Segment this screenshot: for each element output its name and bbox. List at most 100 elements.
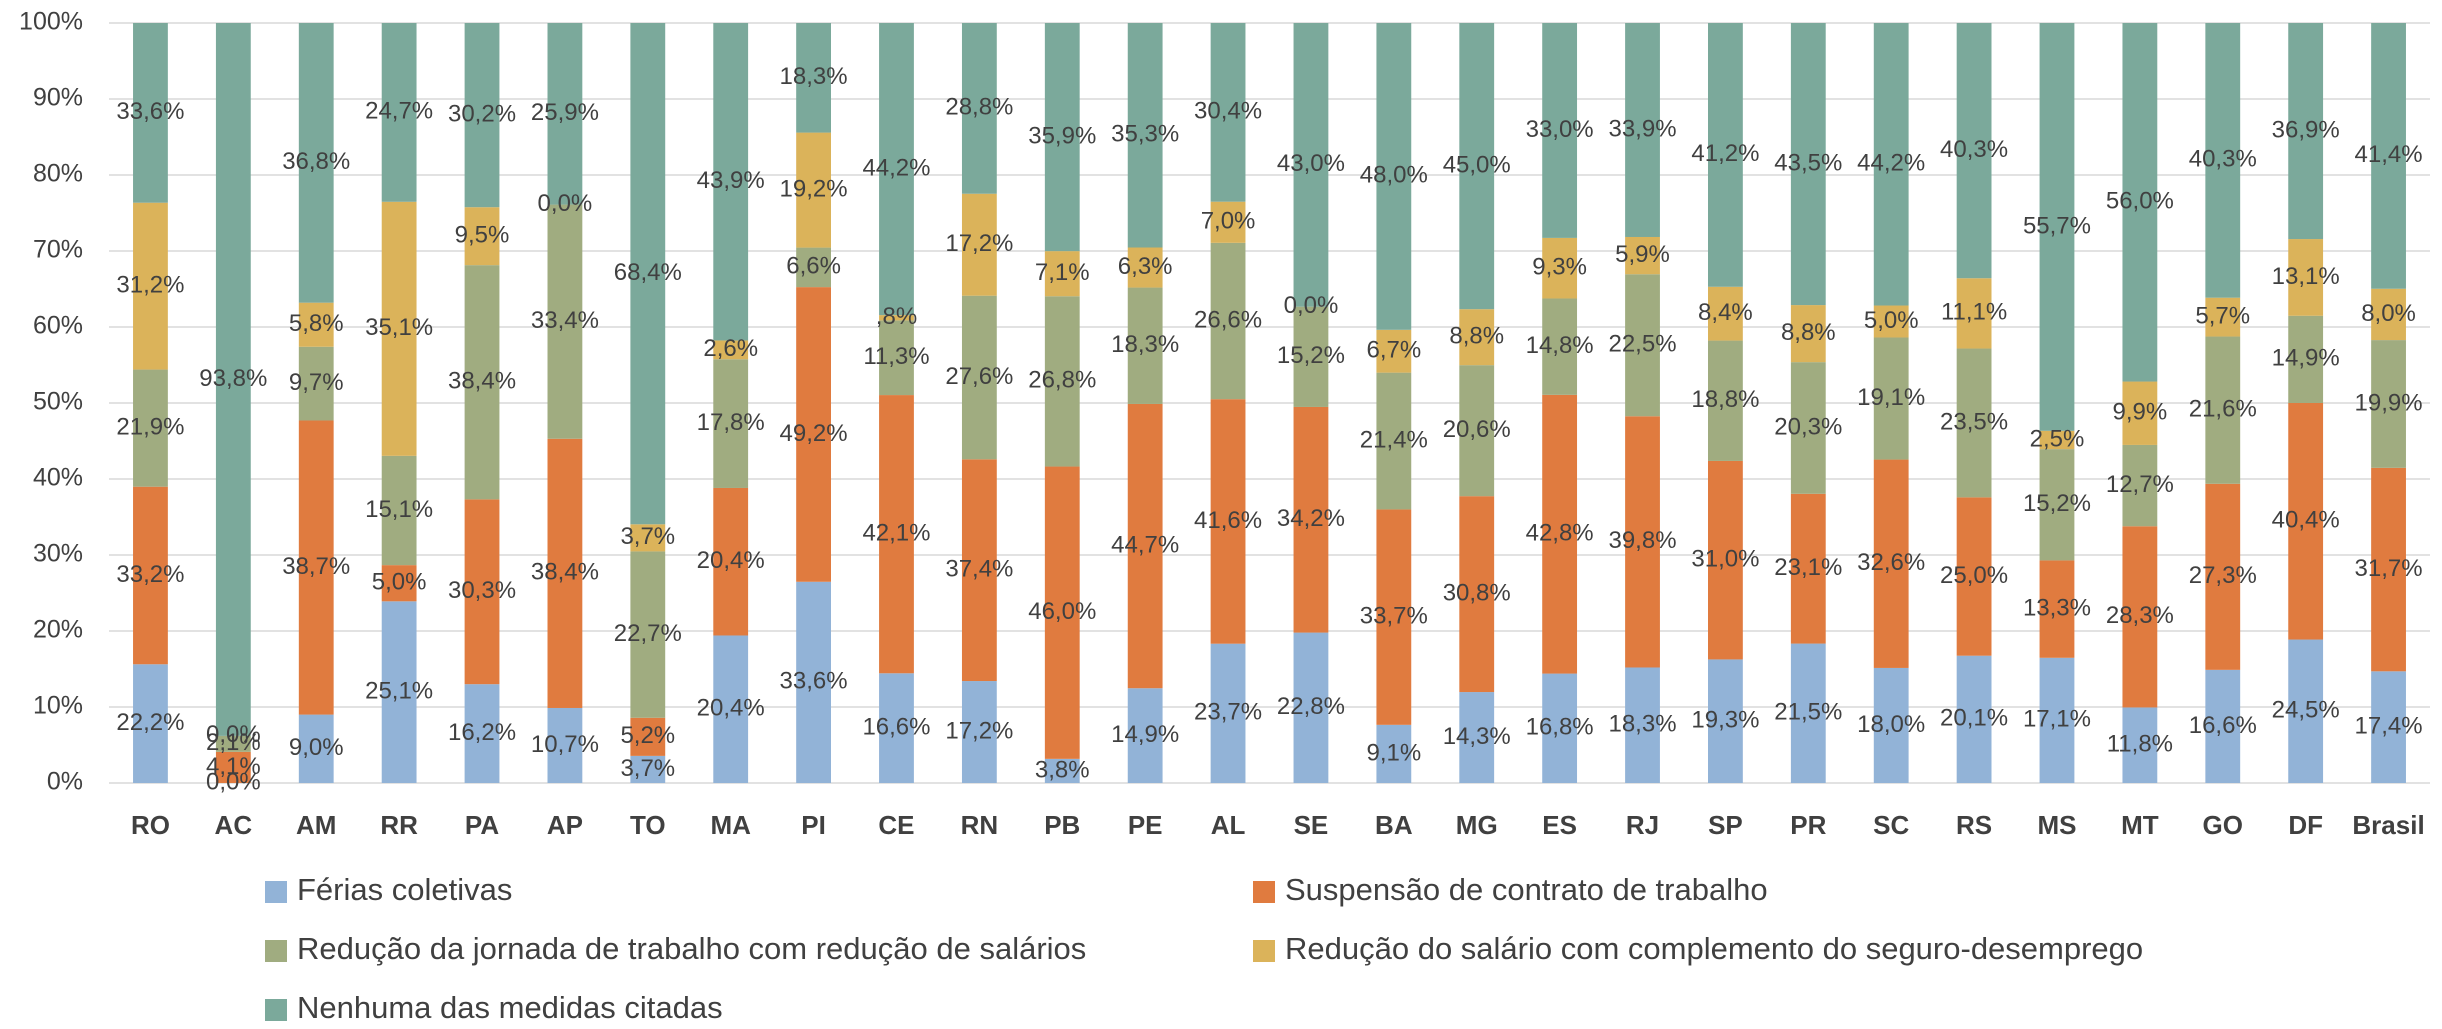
data-label: 45,0%	[1443, 151, 1511, 178]
bar-segment	[1873, 23, 1909, 306]
data-label: 23,7%	[1194, 699, 1262, 726]
bar-segment	[1127, 688, 1163, 783]
data-label: 7,0%	[1201, 208, 1256, 235]
x-tick-label: PB	[1044, 810, 1080, 840]
data-label: 14,9%	[1111, 721, 1179, 748]
bar-segment	[547, 23, 583, 205]
y-tick-label: 50%	[33, 388, 83, 416]
legend-label: Nenhuma das medidas citadas	[297, 990, 723, 1025]
legend-swatch	[265, 999, 287, 1021]
bar-segment	[1873, 337, 1909, 460]
data-label: 42,8%	[1526, 520, 1594, 547]
bar-segment	[1210, 399, 1246, 644]
data-label: 22,5%	[1608, 331, 1676, 358]
bar-segment	[2371, 288, 2406, 341]
data-label: 11,3%	[863, 343, 929, 370]
bar-segment	[2205, 669, 2241, 783]
data-label: 0,0%	[206, 768, 261, 795]
bar-segment	[133, 369, 168, 487]
data-label: 41,4%	[2355, 141, 2423, 168]
y-tick-label: 60%	[33, 312, 83, 340]
bar-segment	[381, 565, 417, 602]
bar-segment	[879, 395, 914, 674]
data-label: 33,9%	[1608, 115, 1676, 142]
legend-label: Suspensão de contrato de trabalho	[1285, 872, 1768, 907]
data-label: 22,8%	[1277, 693, 1345, 720]
y-tick-label: 80%	[33, 160, 83, 188]
data-label: 11,8%	[2107, 731, 2173, 758]
y-tick-label: 90%	[33, 84, 83, 112]
bar-segment	[1210, 643, 1246, 783]
bar-segment	[2288, 239, 2324, 316]
bar-segment	[961, 23, 997, 194]
data-label: 38,7%	[282, 553, 350, 580]
data-label: 14,3%	[1443, 723, 1511, 750]
data-label: 8,0%	[2361, 300, 2416, 327]
data-label: 22,2%	[116, 709, 184, 736]
x-tick-label: DF	[2288, 810, 2323, 840]
data-label: 31,7%	[2355, 555, 2423, 582]
data-label: 20,4%	[697, 695, 765, 722]
data-label: 27,6%	[945, 363, 1013, 390]
data-label: 17,2%	[945, 717, 1013, 744]
bar-segment	[796, 23, 831, 133]
data-label: 42,1%	[862, 520, 930, 547]
bar-segment	[713, 340, 749, 360]
bar-segment	[1625, 667, 1660, 783]
bar-segment	[2122, 23, 2158, 382]
bar-segment	[1376, 372, 1412, 510]
data-label: 25,9%	[531, 99, 599, 126]
data-label: 30,4%	[1194, 98, 1262, 125]
bar-segment	[1459, 496, 1495, 693]
y-tick-label: 10%	[33, 692, 83, 720]
bar-segment	[215, 735, 251, 752]
data-label: 40,3%	[1940, 136, 2008, 163]
data-label: 44,2%	[862, 154, 930, 181]
bar-segment	[1542, 23, 1578, 238]
data-label: 5,9%	[1615, 241, 1670, 268]
bar-segment	[2371, 467, 2406, 672]
bar-segment	[630, 524, 666, 552]
data-label: 35,9%	[1028, 122, 1096, 149]
x-tick-label: SC	[1873, 810, 1909, 840]
bar-segment	[1459, 23, 1495, 310]
y-tick-label: 0%	[47, 768, 83, 796]
data-label: 25,0%	[1940, 562, 2008, 589]
data-label: 18,3%	[1608, 711, 1676, 738]
bar-segment	[1708, 286, 1743, 341]
data-label: 16,6%	[862, 713, 930, 740]
bar-segment	[464, 207, 500, 266]
bar-segment	[547, 438, 583, 708]
bar-segment	[879, 23, 914, 316]
data-label: 43,9%	[697, 167, 765, 194]
bar-segment	[1210, 201, 1246, 243]
bar-segment	[464, 684, 500, 783]
bar-segment	[215, 23, 251, 736]
bar-segment	[1127, 403, 1163, 689]
data-label: 26,6%	[1194, 306, 1262, 333]
bar-segment	[1293, 23, 1329, 307]
legend-swatch	[265, 940, 287, 962]
y-tick-label: 70%	[33, 236, 83, 264]
data-label: 8,4%	[1698, 299, 1753, 326]
bar-segment	[1127, 247, 1163, 288]
bar-segment	[1044, 296, 1080, 467]
bar-segment	[381, 455, 417, 566]
bar-segment	[879, 673, 914, 783]
x-tick-label: MS	[2037, 810, 2076, 840]
bar-segment	[2205, 23, 2241, 298]
bar-segment	[1790, 643, 1826, 783]
data-label: 43,0%	[1277, 150, 1345, 177]
data-label: 24,7%	[365, 98, 433, 125]
bar-segment	[1873, 305, 1909, 338]
bar-segment	[215, 751, 251, 783]
bar-segment	[796, 287, 831, 582]
bar-segment	[713, 23, 749, 341]
x-tick-label: AP	[547, 810, 583, 840]
data-label: 9,0%	[289, 734, 344, 761]
data-label: 18,3%	[780, 63, 848, 90]
data-label: 8,8%	[1781, 319, 1836, 346]
data-label: 3,7%	[620, 523, 675, 550]
bar-segment	[1790, 23, 1826, 306]
data-label: 33,6%	[116, 98, 184, 125]
